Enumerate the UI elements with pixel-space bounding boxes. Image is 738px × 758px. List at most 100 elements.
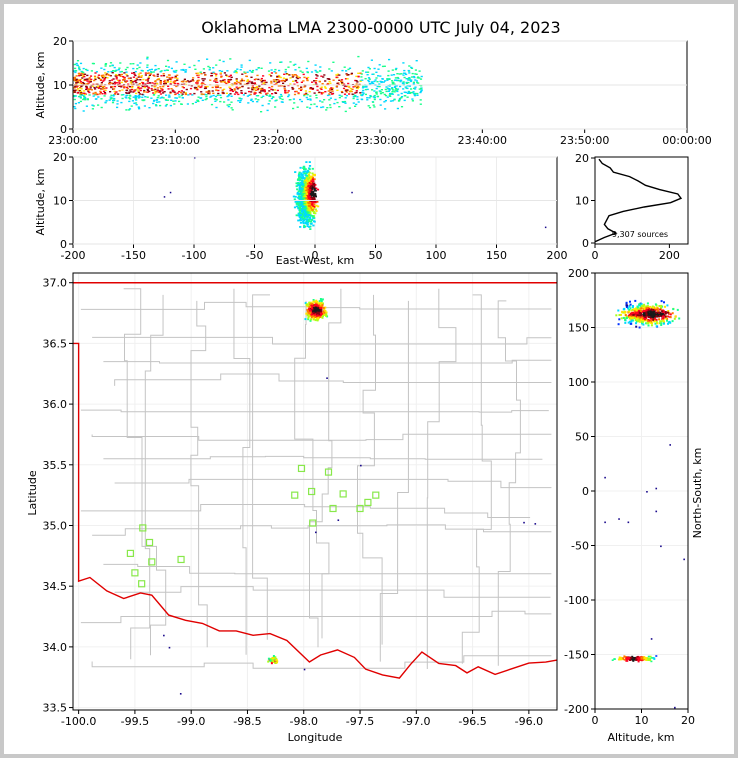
time-source-point	[85, 86, 88, 89]
ns-source-point	[683, 558, 685, 561]
time-source-point	[173, 103, 176, 105]
ew-source-point	[299, 221, 303, 224]
ew-source-point	[304, 205, 307, 207]
ns-source-point	[627, 321, 630, 324]
ns-source-point	[650, 324, 653, 327]
time-source-point	[331, 90, 334, 92]
county-boundary	[252, 294, 270, 640]
time-source-point	[139, 72, 142, 74]
time-source-point	[255, 89, 258, 91]
time-source-point	[275, 79, 278, 81]
time-source-point	[231, 90, 235, 92]
time-source-point	[329, 82, 332, 84]
time-source-point	[76, 64, 79, 66]
ew-source-point	[300, 172, 303, 175]
time-source-point	[327, 78, 330, 80]
time-source-point	[307, 76, 310, 79]
time-source-point	[255, 86, 258, 88]
ew-source-point	[305, 203, 308, 206]
time-source-point	[297, 76, 300, 78]
map-source-point	[312, 311, 315, 314]
time-source-point	[338, 96, 341, 99]
time-source-point	[101, 88, 104, 90]
time-source-point	[203, 87, 207, 90]
ns-source-point	[656, 307, 659, 310]
time-source-point	[127, 92, 131, 94]
time-source-point	[104, 101, 107, 104]
time-source-point	[155, 68, 158, 71]
ns-source-point	[636, 314, 639, 317]
time-source-point	[83, 95, 86, 97]
time-source-point	[284, 92, 287, 94]
time-source-point	[229, 78, 233, 81]
time-source-point	[74, 67, 77, 70]
time-source-point	[174, 100, 177, 102]
ew-source-point	[304, 183, 307, 186]
time-source-point	[357, 86, 360, 88]
time-source-point	[215, 75, 218, 77]
map-source-point	[316, 319, 319, 322]
map-source-point	[312, 300, 315, 303]
lma-sensor-marker	[126, 549, 135, 558]
time-source-point	[160, 70, 163, 72]
time-source-point	[284, 89, 287, 92]
ew-source-point	[307, 178, 310, 181]
time-source-point	[126, 87, 129, 90]
ew-panel-xtick-label: 150	[486, 249, 507, 262]
ns-source-point	[638, 318, 641, 321]
map-source-point	[276, 661, 278, 664]
time-source-point	[303, 94, 306, 97]
time-source-point	[331, 88, 334, 91]
time-source-point	[280, 95, 283, 97]
time-source-point	[340, 80, 343, 83]
ns-source-point	[648, 315, 650, 318]
time-source-point	[80, 84, 83, 87]
map-source-point	[523, 521, 525, 524]
time-source-point	[159, 82, 162, 84]
map-source-point	[317, 316, 320, 319]
time-source-point	[265, 93, 268, 95]
time-source-point	[219, 72, 222, 74]
time-source-point	[283, 73, 286, 75]
time-source-point	[403, 91, 406, 93]
ew-source-point	[309, 185, 312, 188]
time-source-point	[146, 82, 149, 84]
time-source-point	[341, 82, 344, 84]
time-source-point	[366, 99, 369, 101]
time-source-point	[125, 73, 128, 76]
time-source-point	[152, 100, 156, 102]
time-source-point	[186, 103, 189, 105]
ew-source-point	[309, 201, 312, 204]
time-source-point	[80, 85, 83, 88]
time-source-point	[176, 74, 179, 76]
time-source-point	[94, 88, 97, 90]
time-source-point	[287, 94, 291, 96]
time-source-point	[241, 85, 244, 88]
time-source-point	[143, 86, 146, 89]
ns-source-point	[648, 312, 651, 315]
ew-source-point	[310, 183, 313, 185]
ns-source-point	[633, 315, 636, 318]
map-source-point	[317, 307, 319, 310]
ew-source-point	[307, 184, 310, 187]
time-source-point	[229, 58, 232, 60]
time-source-point	[132, 96, 135, 98]
time-source-point	[407, 85, 410, 87]
ns-source-point	[640, 656, 643, 659]
ns-source-point	[650, 657, 653, 659]
time-source-point	[86, 98, 89, 101]
time-source-point	[389, 100, 393, 102]
county-boundary	[426, 288, 457, 669]
time-source-point	[130, 83, 133, 85]
time-source-point	[146, 96, 149, 98]
time-source-point	[396, 89, 399, 91]
time-source-point	[278, 69, 281, 72]
time-panel-ytick-label: 20	[53, 35, 67, 48]
ew-source-point	[298, 176, 301, 179]
lma-sensor-marker	[309, 519, 317, 527]
time-source-point	[365, 86, 368, 88]
time-source-point	[274, 106, 277, 108]
time-source-point	[164, 82, 167, 84]
time-source-point	[296, 81, 299, 84]
ew-source-point	[312, 195, 315, 198]
